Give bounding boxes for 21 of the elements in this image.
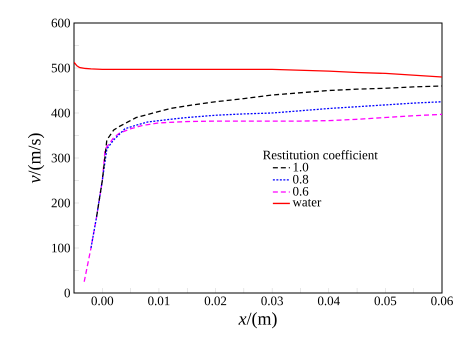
y-axis-title: v/(m/s) — [28, 133, 44, 184]
x-tick-label: 0.02 — [204, 296, 226, 306]
x-axis-title: x/(m) — [238, 312, 277, 328]
legend-label: 0.8 — [293, 174, 308, 184]
x-tick-label: 0.01 — [148, 296, 170, 306]
legend-label: water — [292, 199, 322, 206]
x-tick-label: 0.04 — [318, 296, 340, 306]
x-tick-label: 0.03 — [261, 296, 283, 306]
x-tick-label: 0.00 — [91, 296, 114, 306]
x-tick-label: 0.06 — [431, 296, 453, 306]
legend-label: 0.6 — [293, 186, 308, 196]
y-tick-label: 500 — [52, 64, 70, 72]
y-tick-label: 300 — [52, 154, 70, 162]
legend-title: Restitution coefficient — [263, 150, 378, 160]
y-tick-label: 600 — [52, 18, 70, 28]
y-tick-label: 400 — [51, 108, 70, 118]
y-tick-label: 200 — [52, 198, 70, 208]
x-tick-label: 0.05 — [374, 296, 396, 306]
y-tick-label: 100 — [52, 244, 70, 252]
y-tick-label: 0 — [64, 288, 70, 298]
legend-label: 1.0 — [294, 162, 308, 172]
